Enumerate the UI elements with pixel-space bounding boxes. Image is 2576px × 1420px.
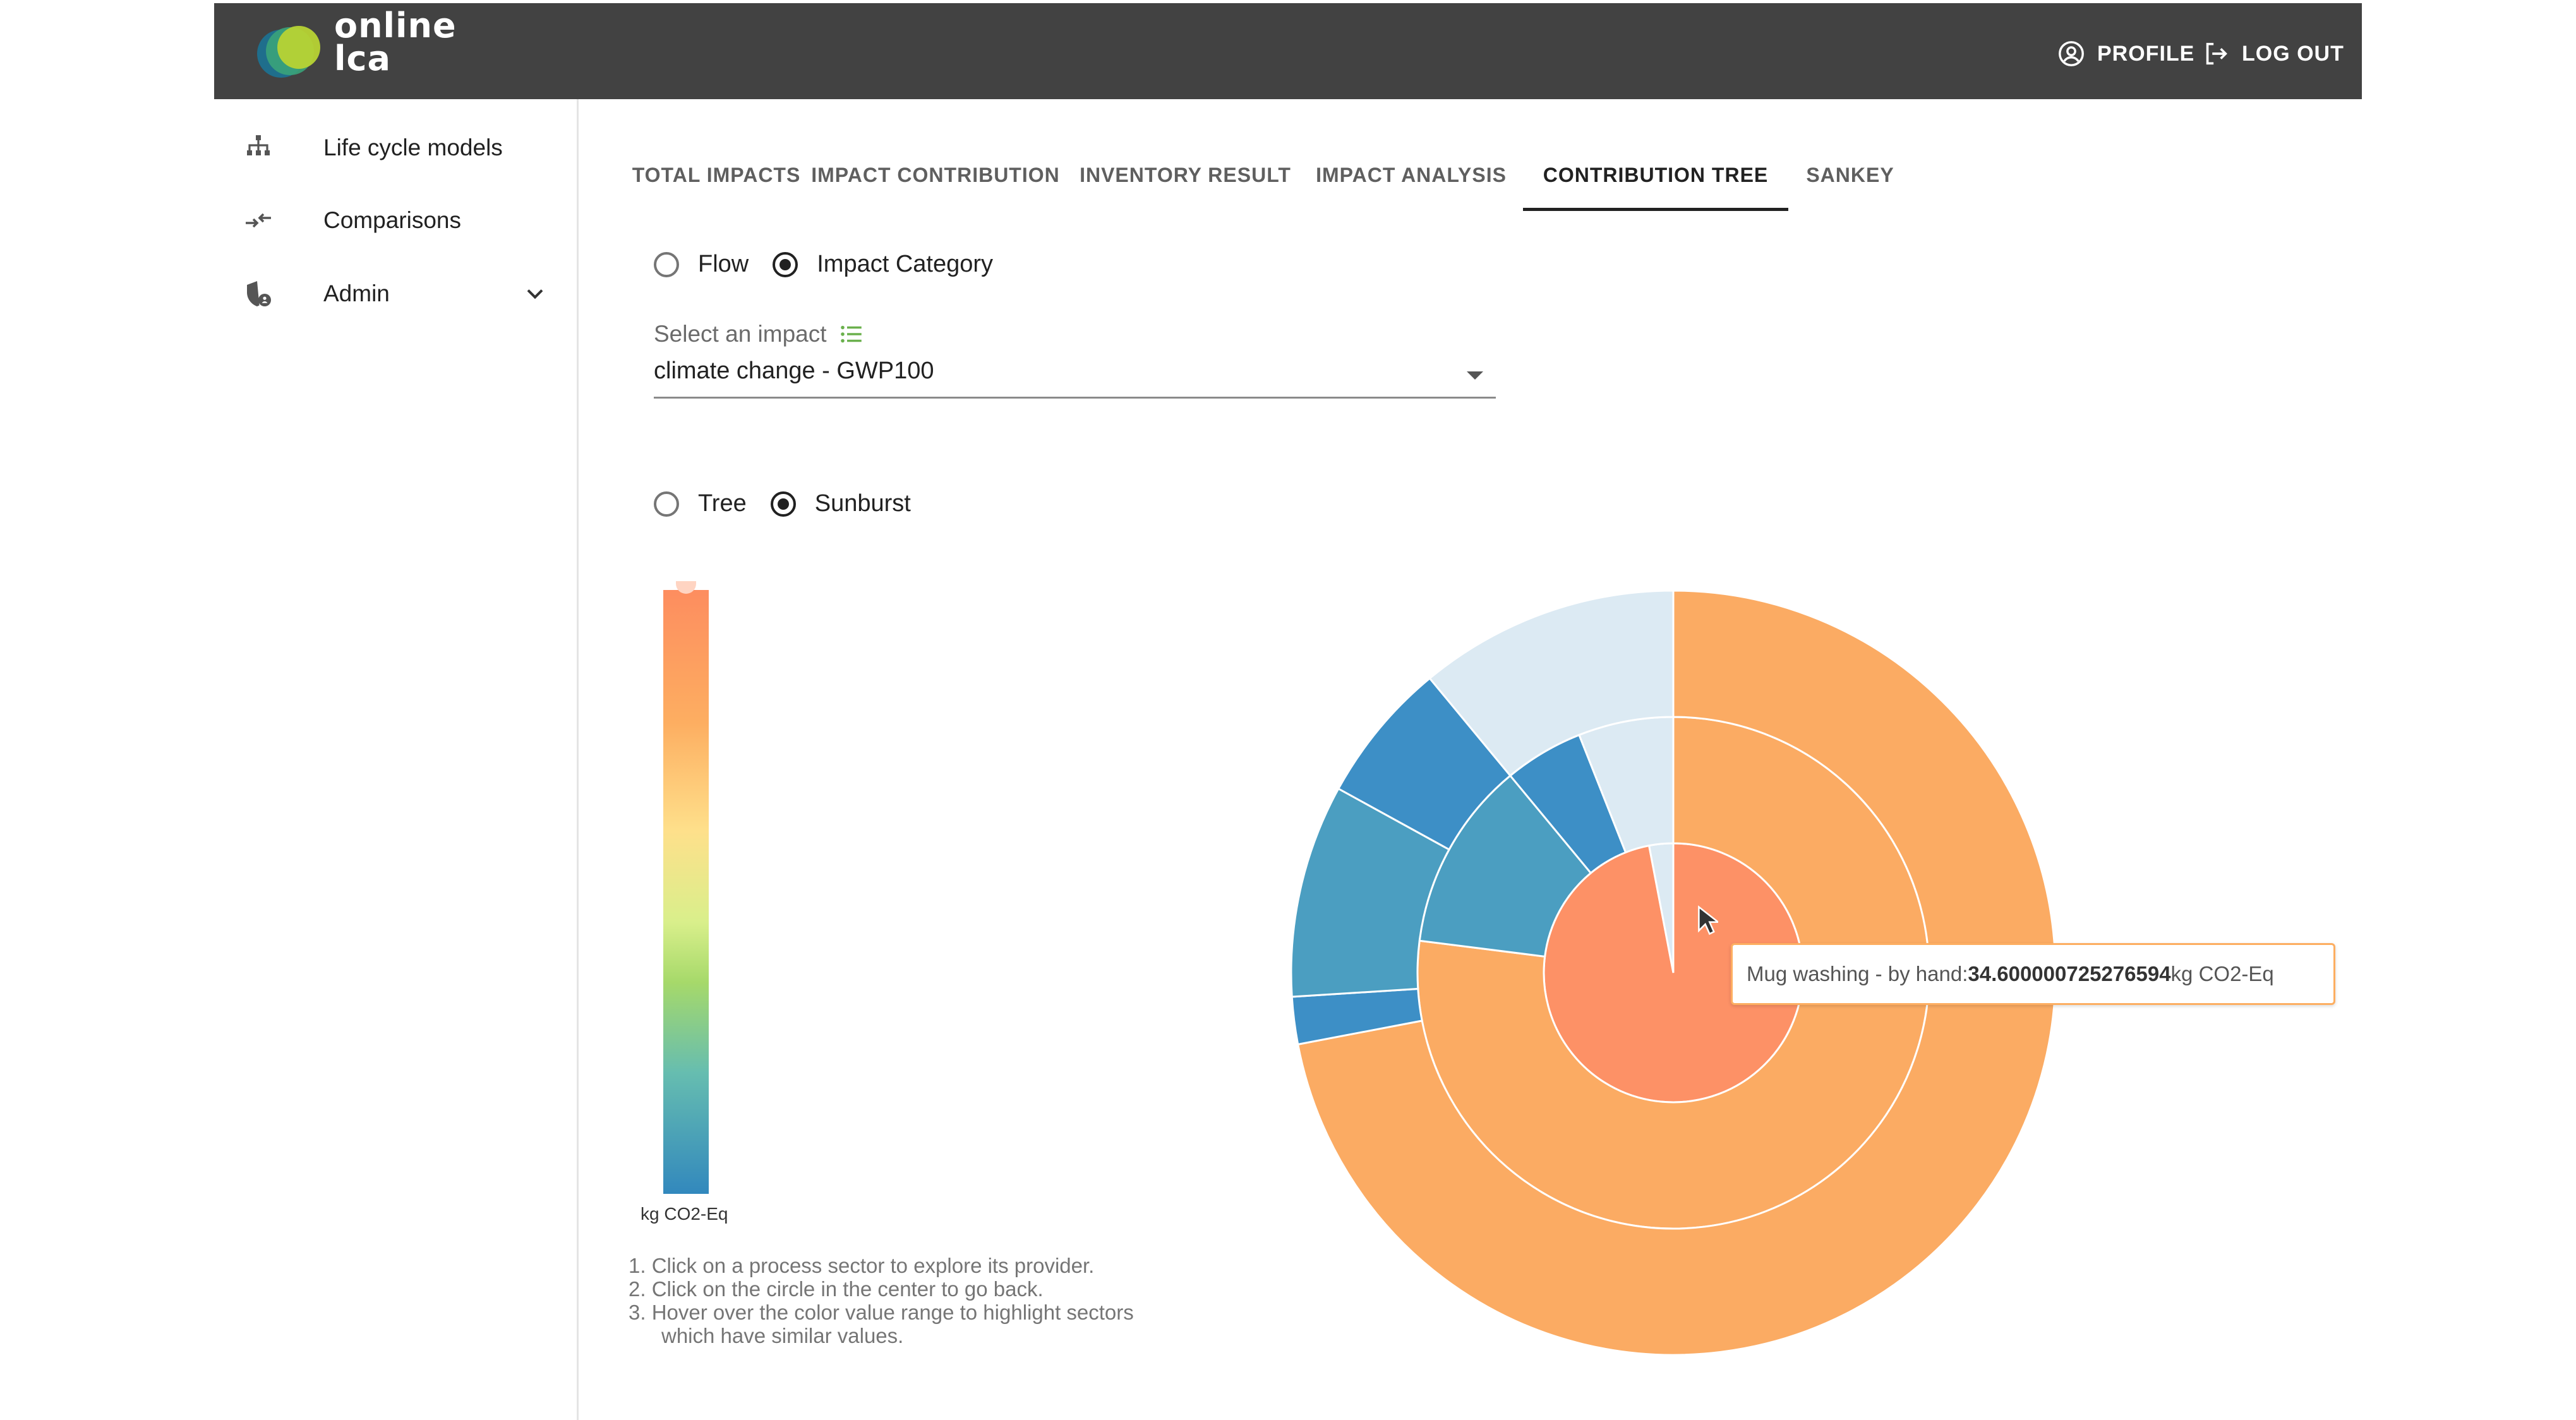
logout-button[interactable]: LOG OUT bbox=[2201, 36, 2344, 71]
app-root: online lca PROFILE LOG OUT bbox=[214, 0, 2362, 1420]
radio-impact-category-label: Impact Category bbox=[817, 251, 994, 277]
profile-label: PROFILE bbox=[2097, 41, 2195, 66]
tab-impact-contribution[interactable]: IMPACT CONTRIBUTION bbox=[811, 163, 1060, 186]
sunburst-sector[interactable] bbox=[1428, 589, 1675, 778]
radio-tree-label: Tree bbox=[698, 490, 747, 517]
sidebar-item-label: Life cycle models bbox=[323, 135, 503, 160]
top-app-bar: online lca PROFILE LOG OUT bbox=[214, 3, 2362, 99]
radio-impact-category-circle[interactable] bbox=[773, 251, 798, 277]
logo-icon[interactable] bbox=[248, 15, 330, 84]
tooltip-unit: kg CO2-Eq bbox=[2170, 962, 2274, 985]
sidebar-item-label: Admin bbox=[323, 280, 390, 306]
radio-tree[interactable]: Tree bbox=[654, 490, 747, 517]
impact-select[interactable]: climate change - GWP100 bbox=[654, 354, 1496, 399]
sunburst-tooltip: Mug washing - by hand: 34.60000072527659… bbox=[1731, 943, 2335, 1005]
instruction-2: 2. Click on the circle in the center to … bbox=[629, 1277, 1044, 1301]
compare-arrows-icon bbox=[246, 213, 271, 228]
impact-select-label-text: Select an impact bbox=[654, 321, 827, 347]
color-scale-unit: kg CO2-Eq bbox=[641, 1204, 728, 1224]
logout-icon bbox=[2206, 42, 2227, 65]
sunburst-ring-1 bbox=[1543, 842, 1804, 1104]
sunburst-chart[interactable] bbox=[1288, 587, 2059, 1358]
tab-total-impacts[interactable]: TOTAL IMPACTS bbox=[632, 163, 801, 186]
sidebar-item-admin[interactable]: Admin bbox=[214, 262, 577, 325]
dropdown-caret-icon[interactable] bbox=[1467, 371, 1483, 380]
instruction-1: 1. Click on a process sector to explore … bbox=[629, 1254, 1095, 1277]
impact-select-value: climate change - GWP100 bbox=[654, 358, 934, 384]
shield-account-icon bbox=[247, 281, 271, 306]
sidebar-item-comparisons[interactable]: Comparisons bbox=[214, 189, 577, 252]
tooltip-value: 34.600000725276594 bbox=[1968, 962, 2171, 985]
view-radio-group: Tree Sunburst bbox=[654, 490, 935, 517]
radio-flow-circle[interactable] bbox=[654, 251, 679, 277]
sidebar-item-life-cycle-models[interactable]: Life cycle models bbox=[214, 116, 577, 179]
color-scale-bar[interactable] bbox=[663, 590, 709, 1194]
tab-inventory-result[interactable]: INVENTORY RESULT bbox=[1080, 163, 1291, 186]
instructions: 1. Click on a process sector to explore … bbox=[629, 1254, 1134, 1347]
sitemap-icon bbox=[247, 135, 270, 155]
logo-text-line1: online bbox=[334, 6, 457, 45]
sunburst-ring-3 bbox=[1290, 589, 2057, 1356]
tab-contribution-tree[interactable]: CONTRIBUTION TREE bbox=[1523, 142, 1788, 211]
instruction-3-continued: which have similar values. bbox=[661, 1324, 904, 1347]
tab-impact-analysis[interactable]: IMPACT ANALYSIS bbox=[1316, 163, 1507, 186]
radio-flow[interactable]: Flow bbox=[654, 251, 749, 278]
sidebar-item-label: Comparisons bbox=[323, 207, 461, 233]
tooltip-prefix: Mug washing - by hand: bbox=[1747, 962, 1968, 985]
radio-impact-category[interactable]: Impact Category bbox=[773, 251, 993, 278]
radio-sunburst-circle[interactable] bbox=[770, 491, 796, 517]
radio-sunburst[interactable]: Sunburst bbox=[770, 490, 911, 517]
radio-flow-label: Flow bbox=[698, 251, 749, 277]
tab-sankey[interactable]: SANKEY bbox=[1806, 163, 1894, 186]
impact-select-label: Select an impact bbox=[654, 321, 865, 347]
list-icon[interactable] bbox=[838, 321, 865, 347]
logo-text: online lca bbox=[334, 6, 457, 78]
sunburst-ring-2 bbox=[1416, 716, 1930, 1230]
color-scale-handle[interactable] bbox=[676, 581, 696, 594]
sidebar: Life cycle models Comparisons Admin bbox=[214, 99, 579, 1420]
radio-tree-circle[interactable] bbox=[654, 491, 679, 517]
account-circle-icon bbox=[2059, 41, 2084, 66]
instruction-3: 3. Hover over the color value range to h… bbox=[629, 1301, 1134, 1324]
radio-sunburst-label: Sunburst bbox=[814, 490, 911, 517]
logout-label: LOG OUT bbox=[2242, 41, 2344, 66]
chevron-down-icon[interactable] bbox=[521, 280, 549, 308]
mode-radio-group: Flow Impact Category bbox=[654, 251, 1017, 278]
mouse-cursor-icon bbox=[1698, 905, 1718, 936]
profile-button[interactable]: PROFILE bbox=[2057, 36, 2194, 71]
logo-text-line2: lca bbox=[334, 39, 391, 78]
